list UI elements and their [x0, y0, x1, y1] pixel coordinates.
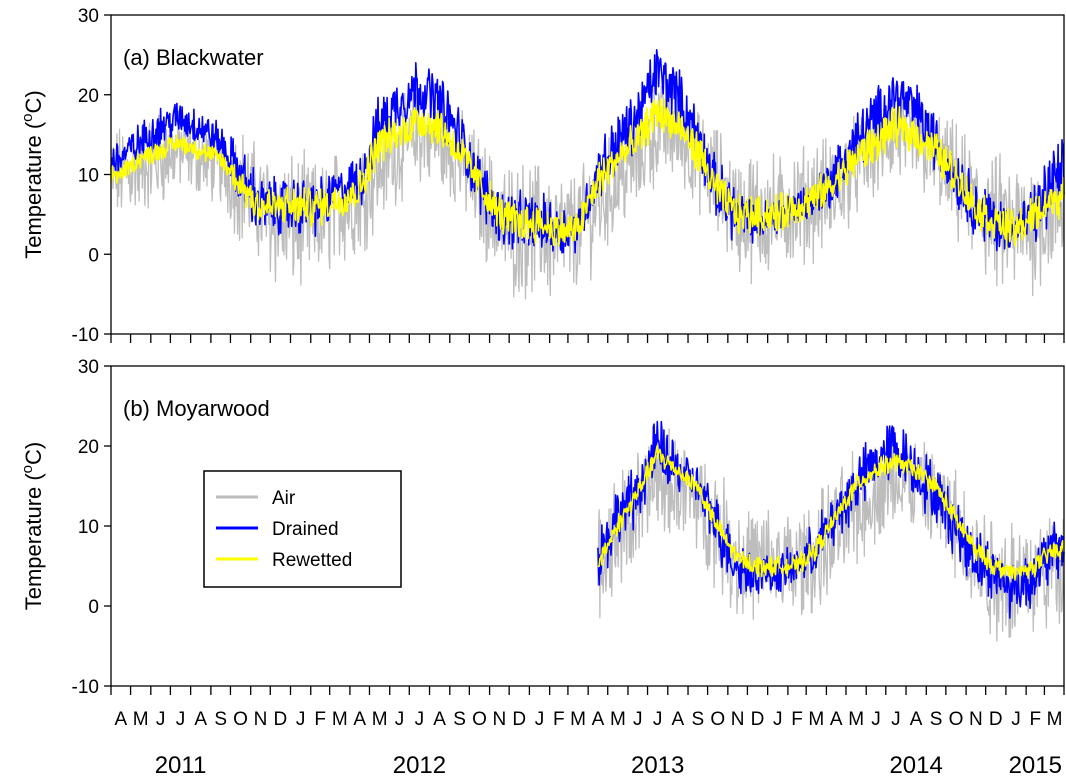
month-label: A	[830, 709, 843, 730]
month-label: J	[1011, 709, 1021, 730]
y-tick-label: -10	[72, 325, 99, 346]
panel-title: (a) Blackwater	[123, 45, 264, 70]
month-label: A	[194, 709, 207, 730]
month-label: S	[930, 709, 943, 730]
month-label: M	[848, 709, 864, 730]
month-label: M	[332, 709, 348, 730]
month-label: J	[773, 709, 783, 730]
month-label: J	[395, 709, 405, 730]
month-label: J	[296, 709, 306, 730]
year-label: 2015	[1009, 752, 1062, 779]
month-label: F	[791, 709, 803, 730]
month-label: A	[672, 709, 685, 730]
y-tick-label: -10	[72, 677, 99, 698]
month-label: D	[274, 709, 288, 730]
y-axis-title: Temperature (oC)	[19, 90, 46, 259]
series-rewetted-line	[110, 98, 1065, 249]
month-label: N	[254, 709, 268, 730]
month-label: N	[731, 709, 745, 730]
month-label: M	[570, 709, 586, 730]
y-axis-title-degree: o	[19, 465, 36, 473]
legend-label-drained: Drained	[272, 519, 339, 540]
y-axis-title-unit: C)	[21, 90, 46, 113]
month-label: O	[233, 709, 248, 730]
y-tick-label: 30	[78, 6, 99, 27]
month-label: D	[989, 709, 1003, 730]
month-label: F	[314, 709, 326, 730]
y-tick-label: 10	[78, 517, 99, 538]
month-label: S	[691, 709, 704, 730]
month-label: M	[1047, 709, 1063, 730]
legend-label-air: Air	[272, 488, 296, 509]
panel-moyarwood: -10 0 10 20 30 (b) Moyarwood Temperature (oC)	[19, 357, 1065, 698]
y-axis-title: Temperature (oC)	[19, 442, 46, 611]
y-tick-label: 20	[78, 437, 99, 458]
y-tick-label: 20	[78, 86, 99, 107]
month-label: O	[472, 709, 487, 730]
month-label: A	[910, 709, 923, 730]
month-label: M	[133, 709, 149, 730]
month-label: A	[353, 709, 366, 730]
series-rewetted-line	[597, 444, 1065, 581]
month-label: J	[415, 709, 425, 730]
month-label: O	[710, 709, 725, 730]
month-label: J	[891, 709, 901, 730]
month-label: J	[633, 709, 643, 730]
year-label: 2014	[889, 752, 942, 779]
year-label: 2012	[393, 752, 446, 779]
month-label: M	[808, 709, 824, 730]
y-tick-label: 0	[88, 597, 99, 618]
month-label: A	[592, 709, 605, 730]
month-label: N	[493, 709, 507, 730]
month-label: D	[751, 709, 765, 730]
month-label: J	[156, 709, 166, 730]
panel-title: (b) Moyarwood	[123, 396, 270, 421]
y-tick-label: 10	[78, 166, 99, 187]
month-label: A	[114, 709, 127, 730]
y-axis-title-main: Temperature (	[21, 473, 46, 611]
legend: Air Drained Rewetted	[203, 470, 402, 588]
panel-blackwater: -10 0 10 20 30 (a) Blackwater Temperature (oC)	[19, 6, 1065, 346]
y-axis-title-unit: C)	[21, 442, 46, 465]
month-label: M	[372, 709, 388, 730]
month-label: J	[653, 709, 663, 730]
y-axis-title-main: Temperature (	[21, 121, 46, 259]
month-label: J	[535, 709, 545, 730]
y-axis-title-degree: o	[19, 113, 36, 121]
month-label: J	[176, 709, 186, 730]
month-label: S	[453, 709, 466, 730]
month-label: N	[969, 709, 983, 730]
month-label: M	[610, 709, 626, 730]
legend-label-rewetted: Rewetted	[272, 550, 352, 571]
y-tick-label: 0	[88, 245, 99, 266]
month-label: F	[1029, 709, 1041, 730]
year-label: 2013	[631, 752, 684, 779]
month-label: A	[433, 709, 446, 730]
y-tick-label: 30	[78, 357, 99, 378]
month-label: D	[512, 709, 526, 730]
month-label: F	[553, 709, 565, 730]
month-label: O	[949, 709, 964, 730]
month-label: S	[214, 709, 227, 730]
year-label: 2011	[155, 752, 207, 779]
month-label: J	[871, 709, 881, 730]
